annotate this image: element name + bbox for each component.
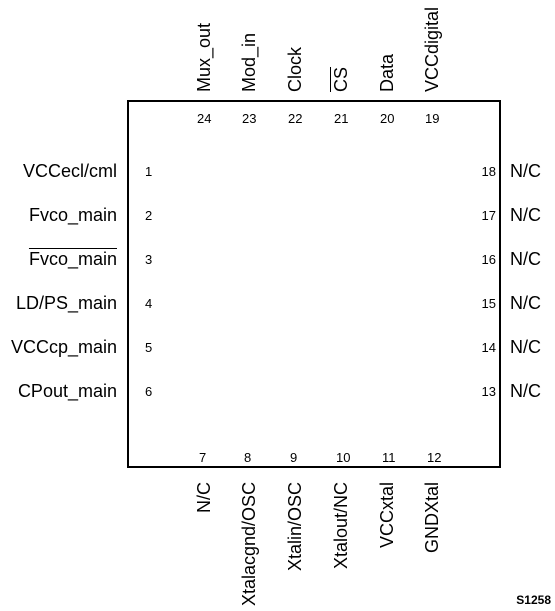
- right-pin-number: 15: [481, 296, 496, 311]
- right-pin-number: 16: [481, 252, 496, 267]
- bottom-pin-number: 12: [427, 450, 442, 465]
- top-pin-number: 24: [197, 111, 212, 126]
- bottom-pin-number: 8: [244, 450, 252, 465]
- ic-package-body: [127, 100, 501, 468]
- bottom-pin-label: GNDXtal: [422, 482, 442, 554]
- right-pin-label: N/C: [510, 249, 541, 269]
- left-pin-label: VCCcp_main: [10, 337, 117, 357]
- top-pin-label: Mux_out: [194, 22, 214, 92]
- top-pin-label: Mod_in: [239, 32, 259, 92]
- left-pin-label: CPout_main: [17, 381, 117, 401]
- bottom-pin-number: 7: [199, 450, 207, 465]
- top-pin-label: Clock: [285, 46, 305, 92]
- top-pin-number: 20: [380, 111, 395, 126]
- bottom-pin-label: Xtalin/OSC: [285, 482, 305, 572]
- right-pin-label: N/C: [510, 205, 541, 225]
- top-pin-label: CS: [331, 66, 351, 92]
- left-pin-number: 4: [145, 296, 153, 311]
- left-pin-number: 2: [145, 208, 153, 223]
- left-pin-label: Fvco_main: [28, 249, 117, 269]
- right-pin-label: N/C: [510, 161, 541, 181]
- bottom-pin-label: Xtalacgnd/OSC: [239, 482, 259, 607]
- bottom-pin-label: VCCxtal: [377, 482, 397, 549]
- left-pin-number: 1: [145, 164, 153, 179]
- left-pin-label: LD/PS_main: [15, 293, 117, 313]
- right-pin-label: N/C: [510, 337, 541, 357]
- top-pin-label: Data: [377, 53, 397, 92]
- top-pin-number: 22: [288, 111, 303, 126]
- left-pin-label: Fvco_main: [28, 205, 117, 225]
- left-pin-number: 6: [145, 384, 153, 399]
- right-pin-number: 14: [481, 340, 496, 355]
- left-pin-number: 3: [145, 252, 153, 267]
- top-pin-number: 21: [334, 111, 349, 126]
- bottom-pin-number: 9: [290, 450, 298, 465]
- right-pin-label: N/C: [510, 381, 541, 401]
- bottom-pin-label: Xtalout/NC: [331, 482, 351, 570]
- left-pin-label: VCCecl/cml: [22, 161, 117, 181]
- bottom-pin-number: 10: [336, 450, 351, 465]
- left-pin-number: 5: [145, 340, 153, 355]
- right-pin-number: 17: [481, 208, 496, 223]
- top-pin-number: 23: [242, 111, 257, 126]
- top-pin-number: 19: [425, 111, 440, 126]
- bottom-pin-number: 11: [382, 450, 396, 465]
- right-pin-number: 13: [481, 384, 496, 399]
- bottom-pin-label: N/C: [194, 482, 214, 513]
- right-pin-label: N/C: [510, 293, 541, 313]
- right-pin-number: 18: [481, 164, 496, 179]
- top-pin-label: VCCdigital: [422, 6, 442, 92]
- figure-id: S1258: [516, 593, 551, 607]
